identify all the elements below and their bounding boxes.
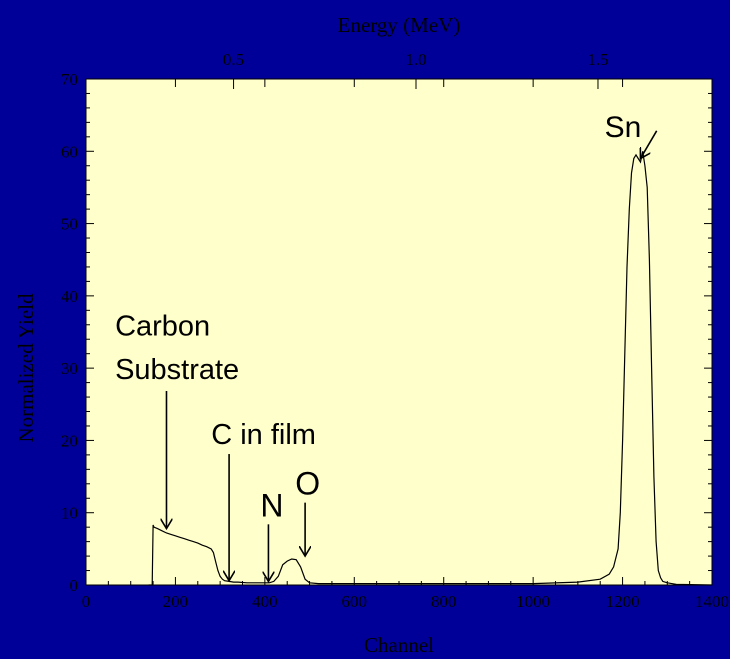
y-tick-label: 50 bbox=[61, 215, 78, 234]
tick-labels: 0 200 400 600 800 1000 1200 1400 0 10 20 30 40 50 60 70… bbox=[61, 50, 729, 611]
annotations: Sn Carbon Substrate C in film NO bbox=[115, 111, 658, 582]
x-tick-label: 1400 bbox=[695, 592, 729, 611]
x-tick-label: 0 bbox=[82, 592, 91, 611]
annotation-label: C in film bbox=[211, 419, 316, 451]
x-tick-label: 600 bbox=[342, 592, 368, 611]
x-axis-title: Channel bbox=[364, 633, 434, 657]
y-tick-label: 10 bbox=[61, 504, 78, 523]
y-axis-title: Normalized Yield bbox=[14, 293, 38, 443]
x-tick-label: 400 bbox=[252, 592, 278, 611]
annotation-label: O bbox=[295, 466, 320, 502]
annotation-label: Substrate bbox=[115, 354, 239, 386]
annotation-label: N bbox=[260, 487, 283, 523]
y-tick-label: 40 bbox=[61, 287, 78, 306]
plot-area bbox=[85, 78, 713, 586]
annotation-label: Carbon bbox=[115, 311, 210, 343]
x-tick-label: 800 bbox=[431, 592, 457, 611]
y-tick-label: 20 bbox=[61, 431, 78, 450]
y-tick-label: 0 bbox=[70, 576, 79, 595]
annotation-label: Sn bbox=[605, 111, 642, 144]
x-tick-label: 200 bbox=[163, 592, 189, 611]
annotation-arrow bbox=[640, 130, 658, 159]
x-tick-label: 1200 bbox=[606, 592, 640, 611]
x2-tick-label: 1.0 bbox=[405, 50, 426, 69]
y-tick-label: 30 bbox=[61, 359, 78, 378]
x2-axis-title: Energy (MeV) bbox=[338, 13, 461, 37]
x2-tick-label: 1.5 bbox=[587, 50, 608, 69]
y-tick-label: 70 bbox=[61, 70, 78, 89]
x-tick-label: 1000 bbox=[516, 592, 550, 611]
y-tick-label: 60 bbox=[61, 142, 78, 161]
x2-tick-label: 0.5 bbox=[223, 50, 244, 69]
